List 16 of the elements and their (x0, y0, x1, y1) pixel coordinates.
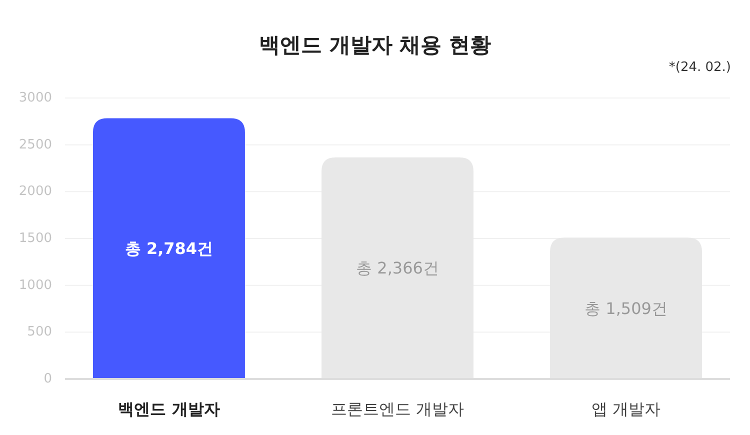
y-tick-label: 2000 (18, 184, 52, 200)
y-tick-label: 1500 (18, 231, 52, 246)
x-tick-label: 백엔드 개발자 (118, 400, 220, 418)
data-label: 총 2,784건 (124, 239, 214, 258)
text: *(24. 02.) (668, 60, 731, 75)
chart-title: 백엔드 개발자 채용 현황 (259, 33, 491, 57)
y-tick-label: 500 (27, 324, 52, 340)
y-tick-label: 1000 (18, 278, 52, 293)
x-tick-label: 앱 개발자 (591, 400, 661, 418)
data-label: 총 1,509건 (584, 298, 668, 318)
bar (93, 118, 245, 379)
y-tick-label: 2500 (18, 137, 52, 152)
data-label: 총 2,366건 (356, 258, 439, 278)
y-tick-label: 3000 (18, 90, 52, 106)
x-tick-label: 프론트엔드 개발자 (330, 400, 464, 418)
y-tick-label: 0 (44, 372, 52, 386)
